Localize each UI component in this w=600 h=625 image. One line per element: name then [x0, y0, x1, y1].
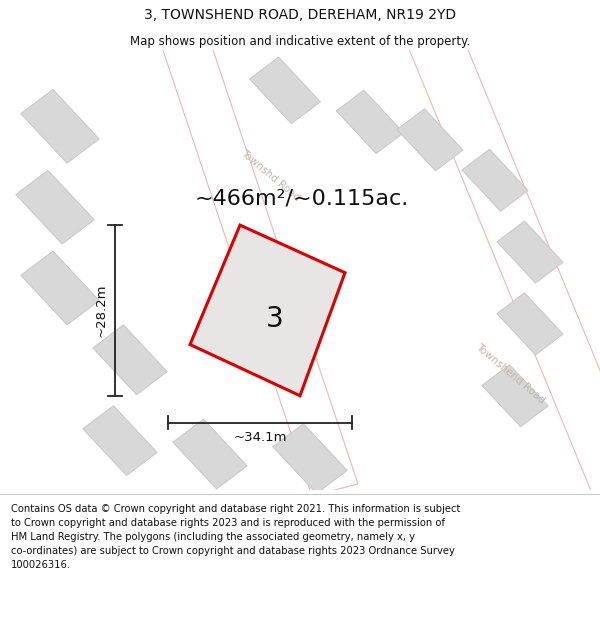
- Polygon shape: [409, 32, 600, 499]
- Text: ~34.1m: ~34.1m: [233, 431, 287, 444]
- Text: Townshend Road: Townshend Road: [473, 341, 547, 405]
- Polygon shape: [482, 365, 548, 427]
- Text: 3: 3: [266, 306, 284, 333]
- Polygon shape: [83, 406, 157, 476]
- Polygon shape: [397, 109, 463, 171]
- Polygon shape: [190, 225, 345, 396]
- Polygon shape: [273, 424, 347, 494]
- Polygon shape: [16, 170, 94, 244]
- Text: ~28.2m: ~28.2m: [95, 284, 107, 337]
- Polygon shape: [497, 221, 563, 283]
- Polygon shape: [21, 89, 99, 163]
- Text: Contains OS data © Crown copyright and database right 2021. This information is : Contains OS data © Crown copyright and d…: [11, 504, 460, 569]
- Polygon shape: [250, 57, 320, 124]
- Text: ~466m²/~0.115ac.: ~466m²/~0.115ac.: [195, 188, 409, 208]
- Polygon shape: [173, 419, 247, 489]
- Text: Map shows position and indicative extent of the property.: Map shows position and indicative extent…: [130, 34, 470, 48]
- Polygon shape: [497, 293, 563, 355]
- Text: Townshd Road: Townshd Road: [238, 148, 302, 203]
- Polygon shape: [162, 35, 358, 496]
- Polygon shape: [462, 149, 528, 211]
- Text: 3, TOWNSHEND ROAD, DEREHAM, NR19 2YD: 3, TOWNSHEND ROAD, DEREHAM, NR19 2YD: [144, 8, 456, 22]
- Polygon shape: [21, 251, 99, 325]
- Polygon shape: [336, 90, 404, 154]
- Polygon shape: [93, 325, 167, 395]
